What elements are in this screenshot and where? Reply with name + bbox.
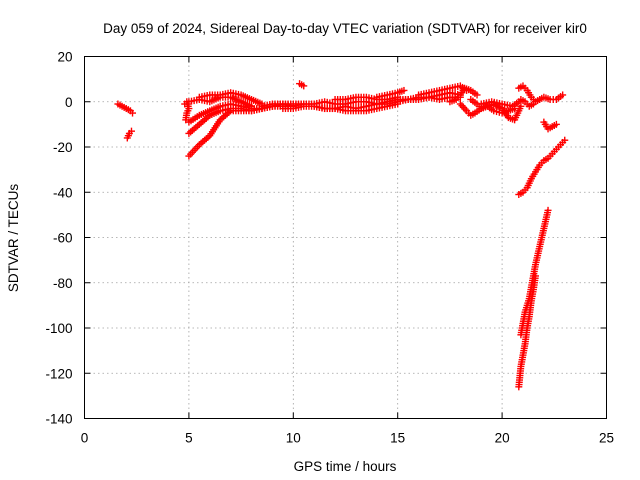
x-tick-label: 20 <box>495 431 510 446</box>
x-tick-label: 10 <box>286 431 301 446</box>
y-tick-label: -80 <box>53 276 73 291</box>
y-tick-label: -20 <box>53 140 73 155</box>
data-point <box>559 91 567 99</box>
data-point <box>129 109 137 117</box>
x-tick-label: 0 <box>81 431 89 446</box>
x-tick-label: 5 <box>185 431 193 446</box>
y-tick-label: -100 <box>45 321 72 336</box>
y-tick-label: -140 <box>45 412 72 427</box>
chart-title: Day 059 of 2024, Sidereal Day-to-day VTE… <box>103 21 587 36</box>
x-axis-label: GPS time / hours <box>294 459 397 474</box>
x-tick-label: 25 <box>599 431 614 446</box>
data-point <box>127 127 135 135</box>
y-axis-label: SDTVAR / TECUs <box>6 184 21 293</box>
data-point <box>544 206 552 214</box>
data-point <box>552 120 560 128</box>
data-point <box>394 100 402 108</box>
data-point <box>473 91 481 99</box>
data-point <box>248 102 256 110</box>
y-tick-label: -40 <box>53 185 73 200</box>
y-tick-label: -60 <box>53 231 73 246</box>
y-tick-label: 0 <box>65 95 73 110</box>
y-tick-label: 20 <box>57 50 72 65</box>
axis-ticks: 0 5 10 15 20 25 20 0 -20 -40 -60 -80 -100 -120 -140 <box>45 50 614 446</box>
data-points <box>114 80 569 391</box>
data-point <box>400 86 408 94</box>
x-tick-label: 15 <box>390 431 405 446</box>
data-point <box>561 136 569 144</box>
data-point <box>517 102 525 110</box>
y-tick-label: -120 <box>45 366 72 381</box>
data-point <box>529 100 537 108</box>
data-point <box>300 82 308 90</box>
